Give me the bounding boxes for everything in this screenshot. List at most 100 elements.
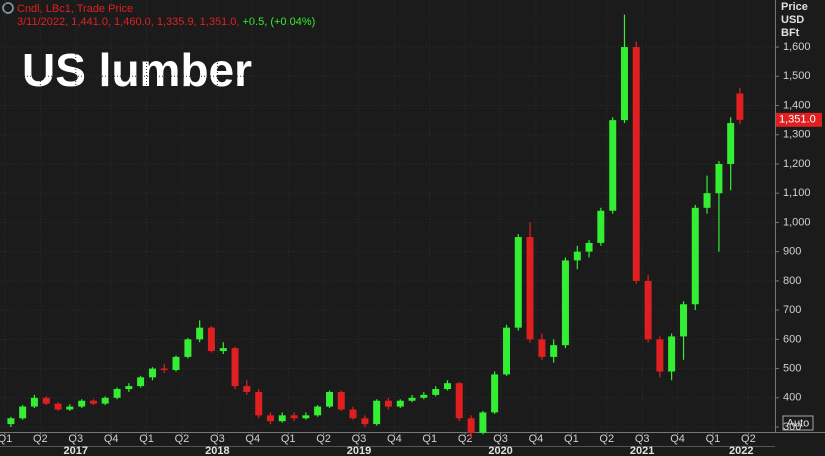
candle-body (337, 391, 345, 410)
candle-body (408, 397, 416, 401)
x-tick-label: Q1 (139, 433, 154, 445)
y-tick-label: 600 (783, 333, 801, 345)
x-tick-label: Q1 (564, 433, 579, 445)
candle-body (680, 304, 688, 337)
candle-body (255, 391, 263, 416)
candle-body (231, 348, 239, 387)
candle-body (609, 120, 617, 211)
x-tick-label: Q4 (529, 433, 544, 445)
candle-body (207, 327, 215, 352)
candle-body (656, 339, 664, 372)
scale-mode-box[interactable] (782, 415, 814, 431)
candle-body (561, 260, 569, 346)
y-tick-label: 900 (783, 246, 801, 258)
candle-body (420, 394, 428, 398)
candle-body (632, 47, 640, 281)
scale-mode[interactable]: Auto (787, 417, 810, 429)
y-tick-label: 400 (783, 392, 801, 404)
y-axis-label: USD (781, 14, 804, 26)
candle-body (668, 336, 676, 372)
candle-body (573, 251, 581, 261)
candle-body (266, 415, 274, 422)
candle-body (7, 418, 15, 425)
x-tick-label: Q3 (68, 433, 83, 445)
candle-body (432, 389, 440, 395)
candle-body (503, 327, 511, 375)
candle-body (585, 242, 593, 252)
candle-body (479, 412, 487, 433)
y-tick-label: 1,500 (783, 70, 811, 82)
x-tick-label: Q2 (458, 433, 473, 445)
candle-body (42, 397, 50, 404)
x-tick-label: Q3 (493, 433, 508, 445)
legend-icon[interactable] (2, 2, 14, 14)
change: +0.5, (+0.04%) (243, 16, 316, 28)
y-tick-label: 1,000 (783, 216, 811, 228)
candle-body (538, 339, 546, 357)
candle-body (736, 93, 744, 120)
last-price-label: 1,351.0 (779, 114, 816, 126)
candle-body (373, 400, 381, 425)
candle-body (172, 356, 180, 371)
candle-body (644, 280, 652, 340)
candle-body (467, 418, 475, 433)
year-label: 2021 (630, 445, 654, 456)
x-tick-label: Q4 (387, 433, 402, 445)
candle-body (219, 348, 227, 352)
y-axis-label: Price (781, 1, 808, 13)
quote: 3/11/2022, 1,441.0, 1,460.0, 1,335.9, 1,… (17, 16, 239, 28)
candle-body (491, 374, 499, 413)
candle-body (125, 386, 133, 390)
header: Cndl, LBc1, Trade Price (17, 3, 133, 15)
y-tick-label: 1,100 (783, 187, 811, 199)
candle-body (727, 123, 735, 164)
x-tick-label: Q1 (422, 433, 437, 445)
candle-body (443, 383, 451, 390)
year-label: 2022 (729, 445, 753, 456)
candle-body (597, 210, 605, 243)
candle-body (620, 47, 628, 121)
candle-body (243, 386, 251, 392)
candle-body (361, 418, 369, 425)
x-tick-label: Q3 (210, 433, 225, 445)
candle-body (184, 339, 192, 357)
x-tick-label: Q2 (175, 433, 190, 445)
candle-body (703, 193, 711, 208)
year-label: 2020 (488, 445, 512, 456)
year-label: 2019 (347, 445, 371, 456)
y-tick-label: 1,400 (783, 99, 811, 111)
candle-body (66, 406, 74, 410)
candle-body (455, 383, 463, 419)
quote-line: 3/11/2022, 1,441.0, 1,460.0, 1,335.9, 1,… (17, 16, 315, 28)
x-tick-label: Q2 (599, 433, 614, 445)
candle-body (30, 397, 38, 407)
x-tick-label: Q4 (104, 433, 119, 445)
candle-body (160, 368, 168, 371)
x-tick-label: Q2 (33, 433, 48, 445)
year-label: 2017 (64, 445, 88, 456)
candle-body (514, 237, 522, 328)
candle-body (326, 391, 334, 407)
candle-body (384, 400, 392, 407)
x-tick-label: Q1 (281, 433, 296, 445)
candle-body (691, 207, 699, 305)
candle-body (302, 415, 310, 419)
chart-title: US lumber (22, 44, 252, 96)
x-tick-label: Q3 (635, 433, 650, 445)
candle-body (314, 406, 322, 416)
y-tick-label: 1,300 (783, 129, 811, 141)
x-tick-label: Q1 (0, 433, 12, 445)
y-tick-label: 300 (783, 421, 801, 433)
candle-body (54, 403, 62, 410)
candle-body (550, 345, 558, 357)
x-tick-label: Q3 (352, 433, 367, 445)
candle-body (396, 400, 404, 407)
candle-body (290, 415, 298, 419)
y-tick-label: 800 (783, 275, 801, 287)
candle-body (526, 237, 534, 340)
y-tick-label: 500 (783, 362, 801, 374)
candle-body (715, 163, 723, 194)
x-tick-label: Q2 (741, 433, 756, 445)
